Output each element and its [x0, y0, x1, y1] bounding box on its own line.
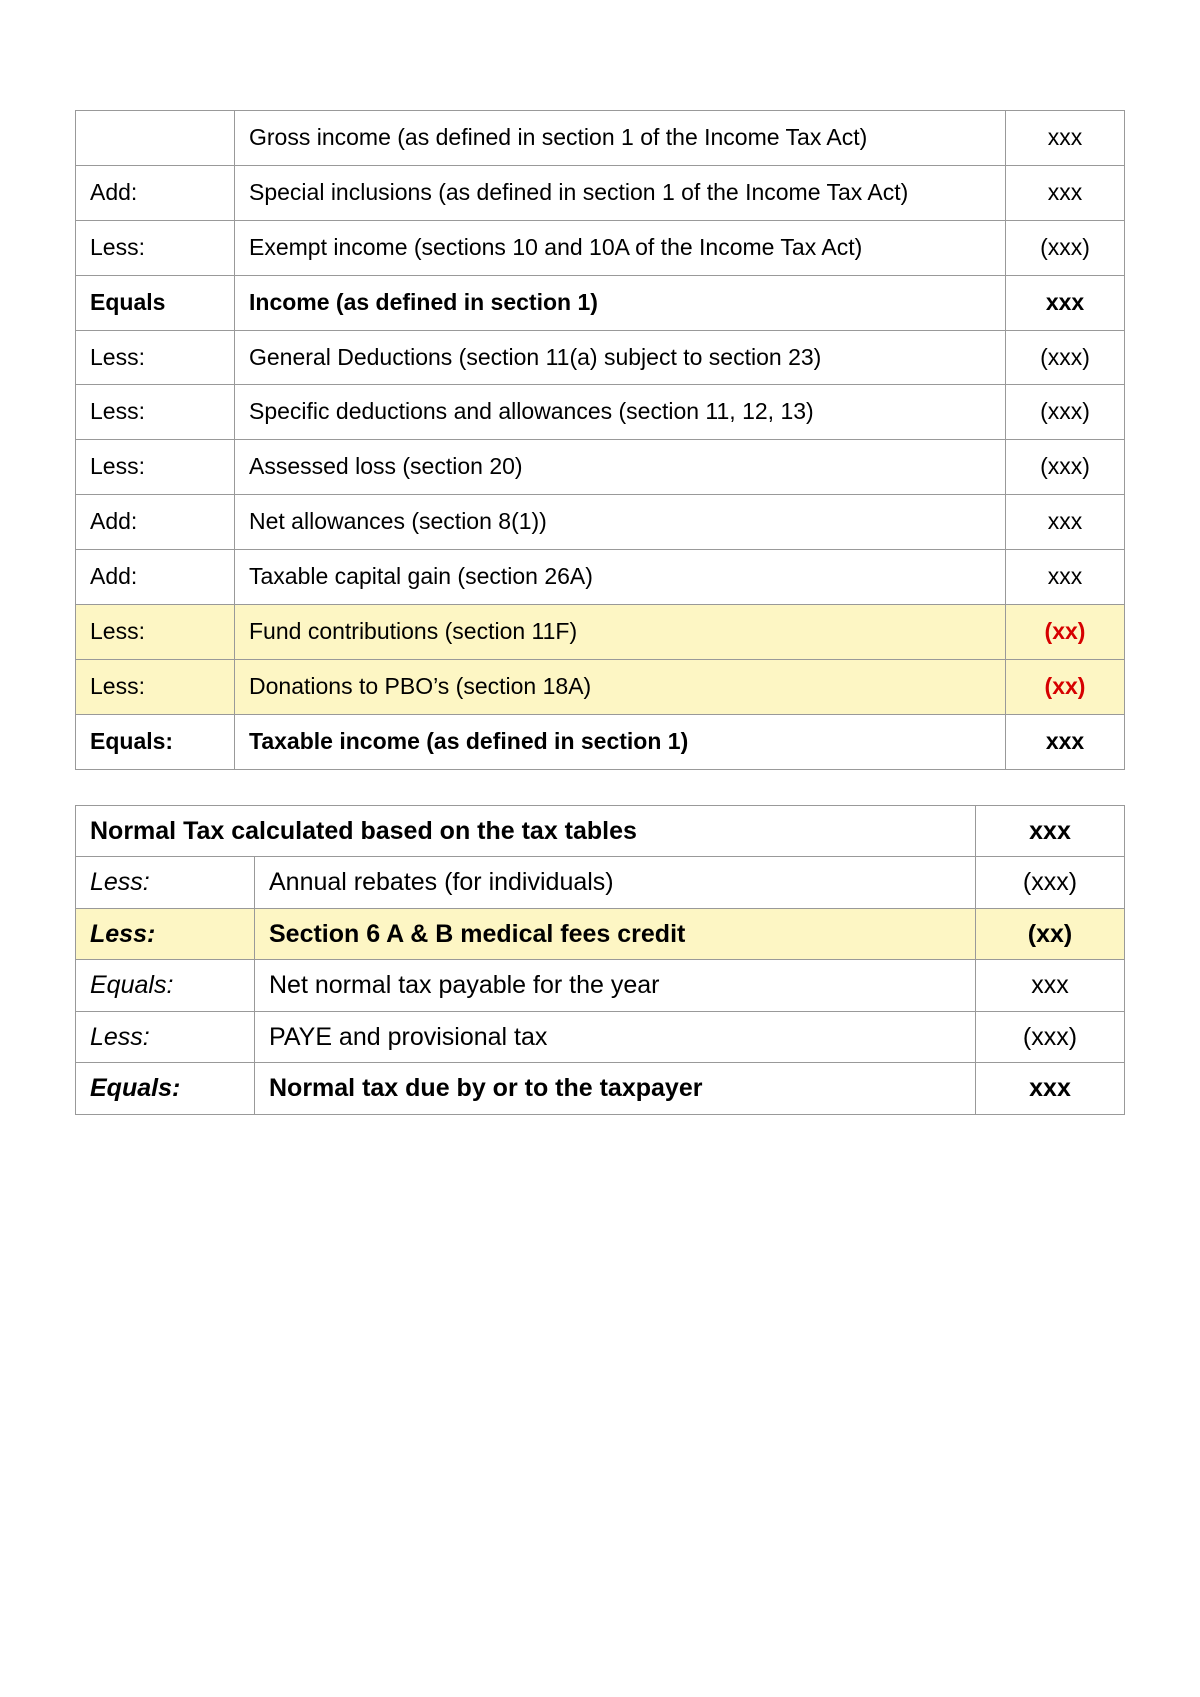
- table-row: Less:Section 6 A & B medical fees credit…: [76, 908, 1125, 960]
- row-value: (xxx): [976, 1011, 1125, 1063]
- row-label: Less:: [76, 330, 235, 385]
- row-desc: Exempt income (sections 10 and 10A of th…: [235, 220, 1006, 275]
- row-desc: Net normal tax payable for the year: [255, 960, 976, 1012]
- row-value: (xx): [976, 908, 1125, 960]
- row-label: Less:: [76, 908, 255, 960]
- header-desc: Normal Tax calculated based on the tax t…: [76, 805, 976, 857]
- row-label: Add:: [76, 550, 235, 605]
- table-row: EqualsIncome (as defined in section 1)xx…: [76, 275, 1125, 330]
- row-value: (xx): [1006, 605, 1125, 660]
- table-row: Less:Specific deductions and allowances …: [76, 385, 1125, 440]
- row-desc: Annual rebates (for individuals): [255, 857, 976, 909]
- row-value: (xxx): [1006, 385, 1125, 440]
- row-desc: Gross income (as defined in section 1 of…: [235, 111, 1006, 166]
- table-row: Less:PAYE and provisional tax(xxx): [76, 1011, 1125, 1063]
- table-row: Less:Assessed loss (section 20)(xxx): [76, 440, 1125, 495]
- table-row: Add:Special inclusions (as defined in se…: [76, 165, 1125, 220]
- taxable-income-table: Gross income (as defined in section 1 of…: [75, 110, 1125, 770]
- row-label: Less:: [76, 440, 235, 495]
- row-label: Less:: [76, 659, 235, 714]
- row-desc: Taxable capital gain (section 26A): [235, 550, 1006, 605]
- page: Gross income (as defined in section 1 of…: [0, 0, 1200, 1115]
- table-row: Less:Fund contributions (section 11F)(xx…: [76, 605, 1125, 660]
- header-value: xxx: [976, 805, 1125, 857]
- row-desc: Donations to PBO’s (section 18A): [235, 659, 1006, 714]
- row-label: Equals:: [76, 714, 235, 769]
- row-label: Equals:: [76, 1063, 255, 1115]
- table-row: Gross income (as defined in section 1 of…: [76, 111, 1125, 166]
- row-desc: Net allowances (section 8(1)): [235, 495, 1006, 550]
- row-desc: General Deductions (section 11(a) subjec…: [235, 330, 1006, 385]
- table-row: Equals:Taxable income (as defined in sec…: [76, 714, 1125, 769]
- row-value: (xxx): [976, 857, 1125, 909]
- row-desc: Section 6 A & B medical fees credit: [255, 908, 976, 960]
- table-row: Less:General Deductions (section 11(a) s…: [76, 330, 1125, 385]
- row-value: xxx: [1006, 111, 1125, 166]
- row-value: (xxx): [1006, 440, 1125, 495]
- row-label: Less:: [76, 1011, 255, 1063]
- row-label: [76, 111, 235, 166]
- row-desc: Taxable income (as defined in section 1): [235, 714, 1006, 769]
- row-label: Less:: [76, 220, 235, 275]
- row-value: xxx: [1006, 550, 1125, 605]
- row-value: xxx: [976, 1063, 1125, 1115]
- row-label: Equals: [76, 275, 235, 330]
- row-label: Add:: [76, 165, 235, 220]
- row-value: xxx: [1006, 714, 1125, 769]
- row-label: Add:: [76, 495, 235, 550]
- row-value: (xxx): [1006, 220, 1125, 275]
- table-row: Equals:Normal tax due by or to the taxpa…: [76, 1063, 1125, 1115]
- row-value: xxx: [976, 960, 1125, 1012]
- row-desc: Assessed loss (section 20): [235, 440, 1006, 495]
- row-label: Less:: [76, 857, 255, 909]
- table-row: Less:Donations to PBO’s (section 18A)(xx…: [76, 659, 1125, 714]
- row-value: xxx: [1006, 275, 1125, 330]
- table-row: Less:Annual rebates (for individuals)(xx…: [76, 857, 1125, 909]
- row-desc: Normal tax due by or to the taxpayer: [255, 1063, 976, 1115]
- table-row: Less:Exempt income (sections 10 and 10A …: [76, 220, 1125, 275]
- table-row: Normal Tax calculated based on the tax t…: [76, 805, 1125, 857]
- row-value: xxx: [1006, 495, 1125, 550]
- row-desc: Special inclusions (as defined in sectio…: [235, 165, 1006, 220]
- table-row: Add:Net allowances (section 8(1))xxx: [76, 495, 1125, 550]
- row-value: (xx): [1006, 659, 1125, 714]
- table-row: Add:Taxable capital gain (section 26A)xx…: [76, 550, 1125, 605]
- row-desc: Income (as defined in section 1): [235, 275, 1006, 330]
- row-value: (xxx): [1006, 330, 1125, 385]
- normal-tax-table: Normal Tax calculated based on the tax t…: [75, 805, 1125, 1115]
- row-label: Less:: [76, 605, 235, 660]
- row-desc: PAYE and provisional tax: [255, 1011, 976, 1063]
- table-row: Equals:Net normal tax payable for the ye…: [76, 960, 1125, 1012]
- row-value: xxx: [1006, 165, 1125, 220]
- row-desc: Fund contributions (section 11F): [235, 605, 1006, 660]
- row-label: Equals:: [76, 960, 255, 1012]
- row-desc: Specific deductions and allowances (sect…: [235, 385, 1006, 440]
- row-label: Less:: [76, 385, 235, 440]
